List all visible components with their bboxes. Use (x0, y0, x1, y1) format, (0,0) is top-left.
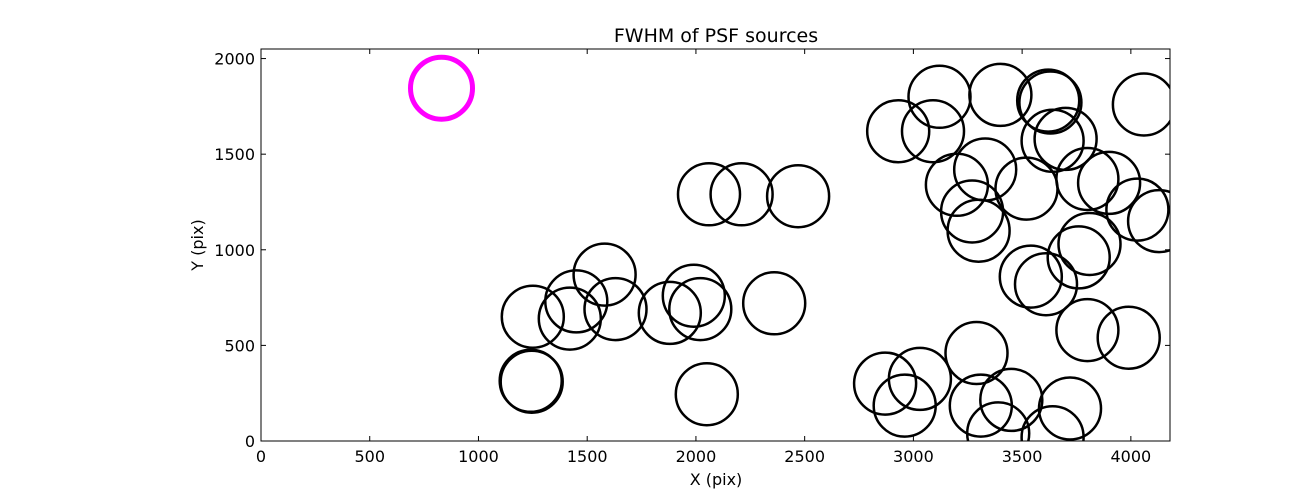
source-marker (499, 349, 564, 414)
source-marker (709, 162, 774, 227)
source-marker (1046, 225, 1111, 290)
chart-title: FWHM of PSF sources (614, 25, 818, 47)
source-marker (1015, 68, 1081, 133)
source-marker (887, 346, 953, 412)
source-marker (900, 98, 966, 164)
source-marker (500, 284, 566, 349)
source-marker (676, 162, 742, 227)
source-marker (537, 286, 603, 351)
source-marker (572, 242, 637, 307)
x-tick-label: 500 (354, 447, 385, 466)
y-tick-label: 500 (224, 336, 255, 355)
source-marker (1037, 376, 1103, 441)
x-tick-label: 2000 (676, 447, 717, 466)
source-marker (1055, 297, 1120, 363)
source-marker (544, 269, 609, 334)
source-marker (674, 361, 740, 427)
y-tick-label: 2000 (214, 50, 255, 69)
plot-frame (260, 48, 1171, 442)
source-marker (1057, 211, 1122, 277)
source-marker (1105, 177, 1170, 242)
y-tick-label: 0 (245, 432, 255, 451)
source-marker (765, 163, 831, 229)
source-marker (994, 156, 1059, 221)
x-tick-label: 1500 (567, 447, 608, 466)
source-marker (979, 367, 1044, 433)
x-tick-label: 4000 (1110, 447, 1151, 466)
source-marker (965, 401, 1031, 441)
source-marker (1096, 305, 1161, 370)
x-tick-label: 3000 (893, 447, 934, 466)
x-tick-label: 2500 (784, 447, 825, 466)
source-marker (661, 263, 727, 328)
source-marker (907, 64, 972, 130)
y-tick-label: 1000 (214, 241, 255, 260)
source-marker (1013, 251, 1079, 317)
source-marker (946, 198, 1011, 263)
marks-layer (408, 54, 1170, 441)
x-tick-label: 1000 (458, 447, 499, 466)
source-marker (865, 98, 931, 164)
source-marker (1055, 146, 1120, 212)
source-marker (1111, 72, 1170, 137)
ticks-layer: 0 500 1000 1500 2000 2500 3000 3500 4000 0 500 1000… (214, 49, 1170, 466)
source-marker (998, 244, 1064, 309)
source-marker (1018, 70, 1083, 135)
source-marker (1126, 188, 1170, 254)
source-marker (1076, 150, 1142, 216)
source-marker (1033, 106, 1098, 172)
x-tick-label: 0 (256, 447, 266, 466)
source-marker (741, 271, 807, 336)
source-marker (852, 351, 918, 416)
source-marker (668, 276, 733, 342)
source-marker (637, 280, 703, 346)
source-marker (1020, 108, 1085, 174)
source-marker (944, 320, 1009, 386)
highlighted-source-marker (408, 54, 475, 122)
source-marker (583, 276, 648, 342)
y-axis-label: Y (pix) (188, 219, 207, 271)
x-axis-label: X (pix) (690, 470, 743, 489)
source-marker (968, 62, 1033, 128)
x-tick-label: 3500 (1002, 447, 1043, 466)
y-tick-label: 1500 (214, 145, 255, 164)
